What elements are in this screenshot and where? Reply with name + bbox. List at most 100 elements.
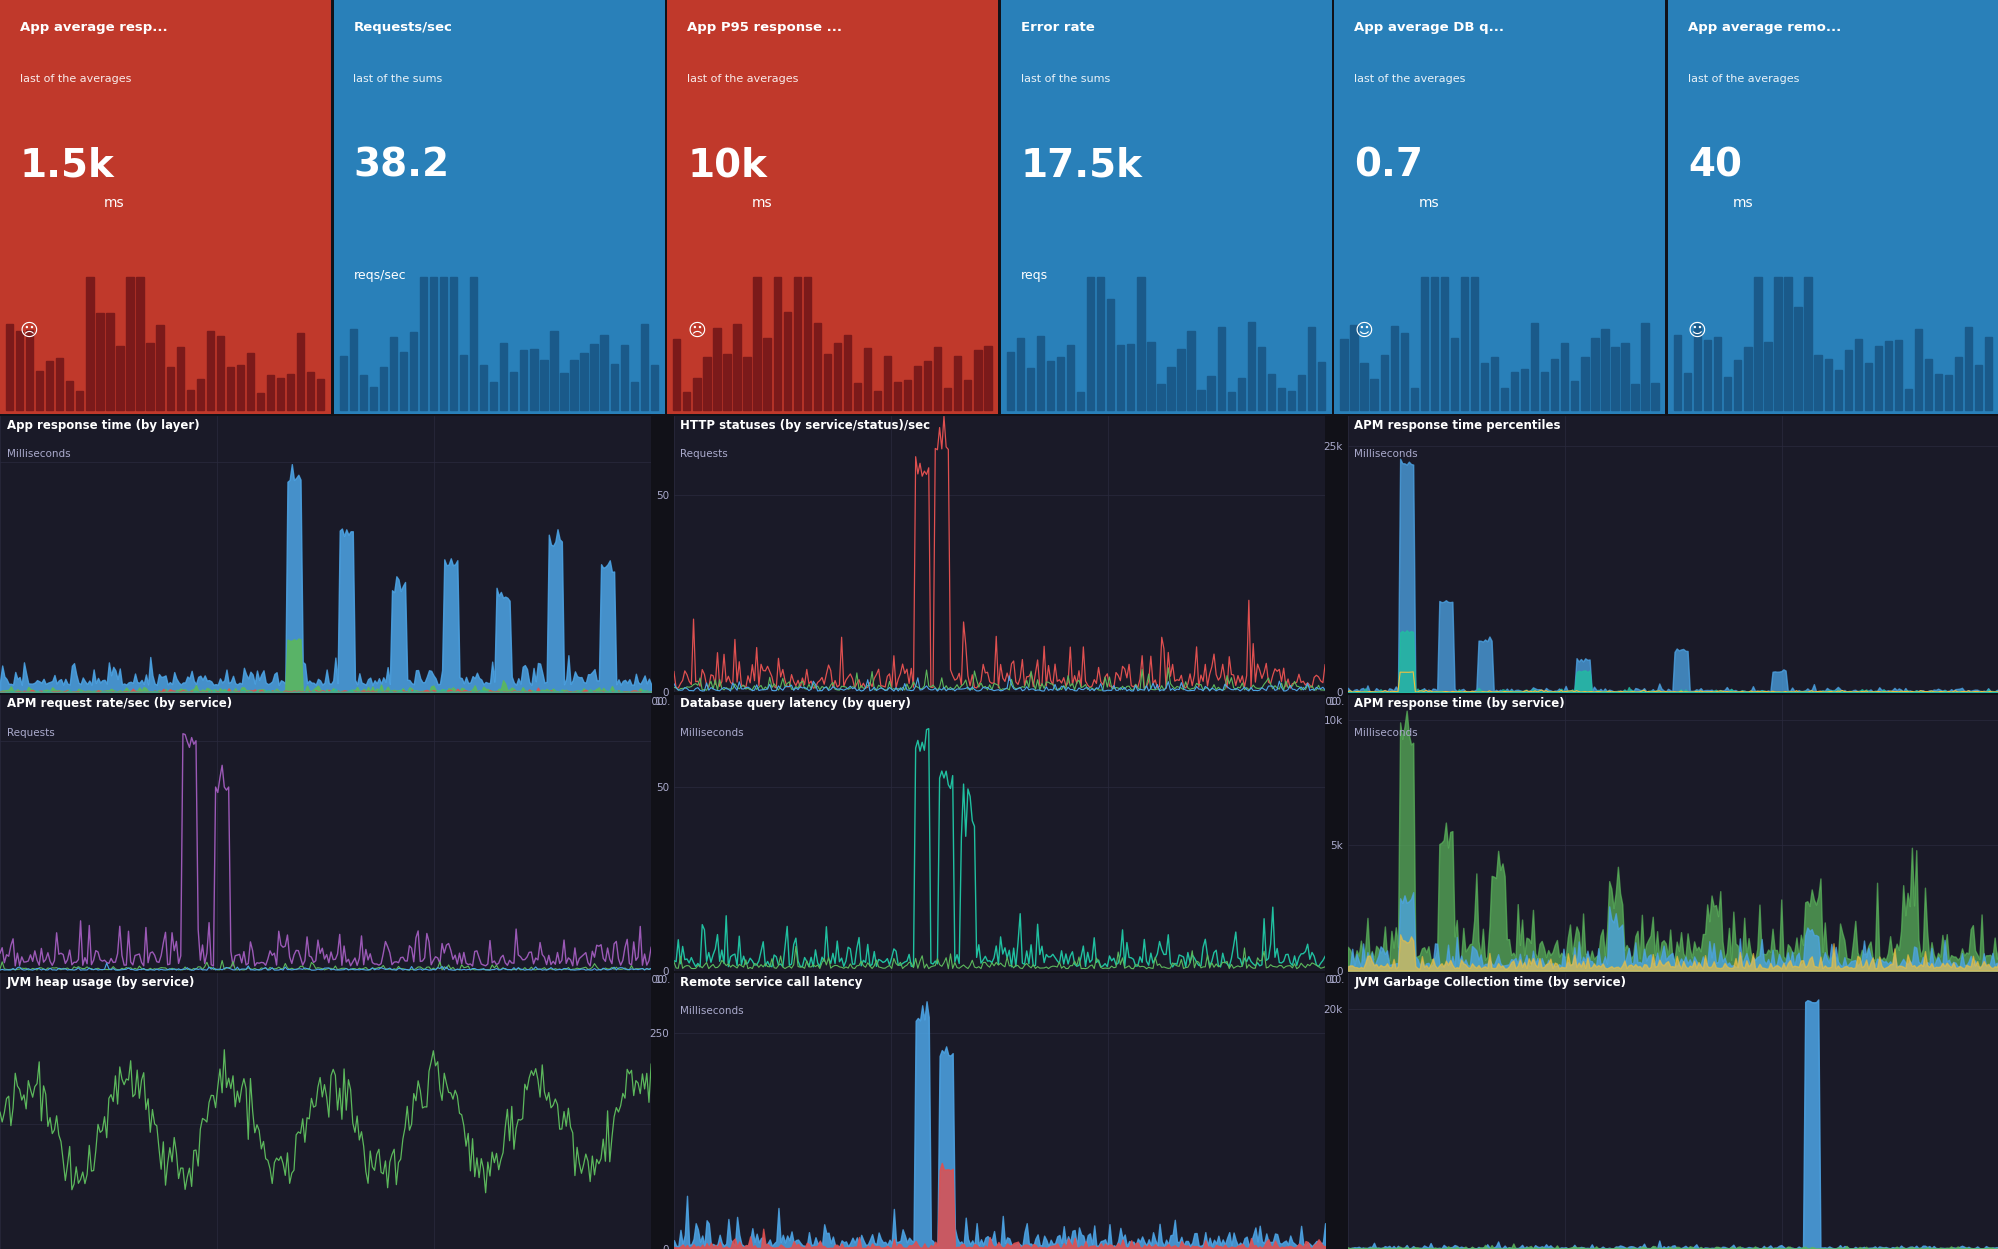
Bar	[1724, 377, 1730, 410]
Bar	[509, 372, 517, 410]
Bar	[1257, 347, 1265, 410]
Bar	[539, 360, 547, 410]
Bar	[1844, 350, 1850, 410]
Bar	[1037, 336, 1043, 410]
Bar	[1934, 373, 1942, 410]
Bar	[1421, 277, 1427, 410]
Bar	[1804, 277, 1810, 410]
Bar	[1077, 392, 1083, 410]
Bar	[723, 353, 729, 410]
Text: ms: ms	[104, 196, 124, 210]
Bar	[683, 392, 689, 410]
Text: Milliseconds: Milliseconds	[1355, 450, 1417, 460]
Bar	[1754, 277, 1760, 410]
Bar	[1744, 347, 1750, 410]
Bar	[420, 277, 428, 410]
Text: Remote service call latency: Remote service call latency	[679, 975, 863, 989]
Bar	[1500, 388, 1506, 410]
Bar	[1087, 277, 1093, 410]
Text: HTTP statuses (by service/status)/sec: HTTP statuses (by service/status)/sec	[679, 420, 931, 432]
Text: ms: ms	[1419, 196, 1439, 210]
Bar	[1471, 277, 1477, 410]
Text: APM request rate/sec (by service): APM request rate/sec (by service)	[6, 697, 232, 711]
Text: last of the sums: last of the sums	[1021, 75, 1109, 85]
Bar	[56, 358, 64, 410]
Bar	[943, 387, 951, 410]
Text: Milliseconds: Milliseconds	[1355, 728, 1417, 738]
Bar	[1682, 373, 1690, 410]
Bar	[1774, 277, 1780, 410]
Bar	[116, 346, 124, 410]
Bar	[1277, 388, 1285, 410]
Bar	[1894, 340, 1902, 410]
Bar	[983, 346, 991, 410]
Bar	[390, 337, 398, 410]
Bar	[1954, 357, 1962, 410]
Bar	[1550, 358, 1558, 410]
Bar	[1964, 327, 1972, 410]
Bar	[813, 323, 821, 410]
Bar	[1147, 342, 1155, 410]
Bar	[288, 375, 294, 410]
Bar	[1287, 391, 1295, 410]
Bar	[833, 342, 841, 410]
Bar	[1864, 362, 1870, 410]
Bar	[1914, 330, 1922, 410]
Bar	[1127, 345, 1135, 410]
Bar	[1067, 345, 1073, 410]
Bar	[823, 355, 831, 410]
Bar	[693, 378, 699, 410]
Bar	[1702, 340, 1710, 410]
Bar	[873, 391, 881, 410]
Bar	[1590, 338, 1598, 410]
Text: App average resp...: App average resp...	[20, 21, 168, 34]
Text: Milliseconds: Milliseconds	[679, 728, 743, 738]
Bar	[1187, 331, 1195, 410]
Bar	[16, 331, 24, 410]
Text: ms: ms	[751, 196, 771, 210]
Bar	[166, 367, 174, 410]
Bar	[1391, 326, 1397, 410]
Bar	[500, 343, 507, 410]
Bar	[1107, 299, 1113, 410]
Bar	[440, 277, 448, 410]
Bar	[360, 375, 368, 410]
Text: last of the averages: last of the averages	[1353, 75, 1465, 85]
Bar	[1381, 355, 1387, 410]
Text: Error rate: Error rate	[1021, 21, 1093, 34]
Bar	[903, 380, 911, 410]
Bar	[46, 361, 54, 410]
Bar	[136, 277, 144, 410]
Text: 17.5k: 17.5k	[1021, 146, 1143, 185]
Bar	[1197, 390, 1205, 410]
Bar	[410, 332, 418, 410]
Bar	[913, 366, 921, 410]
Bar	[1297, 375, 1305, 410]
Bar	[460, 355, 468, 410]
Bar	[1764, 342, 1770, 410]
Bar	[1371, 378, 1377, 410]
Bar	[196, 380, 204, 410]
Bar	[1540, 372, 1548, 410]
Bar	[1247, 322, 1255, 410]
Bar	[1784, 277, 1790, 410]
Bar	[1491, 357, 1497, 410]
Bar	[268, 375, 274, 410]
Text: APM response time (by service): APM response time (by service)	[1355, 697, 1564, 711]
Bar	[400, 352, 408, 410]
Text: JVM heap usage (by service): JVM heap usage (by service)	[6, 975, 194, 989]
Bar	[66, 381, 74, 410]
Bar	[853, 383, 861, 410]
Bar	[308, 372, 314, 410]
Bar	[529, 350, 537, 410]
Bar	[1117, 346, 1125, 410]
Bar	[370, 387, 378, 410]
Text: Requests/sec: Requests/sec	[354, 21, 452, 34]
Bar	[226, 367, 234, 410]
Bar	[1984, 337, 1992, 410]
Bar	[703, 357, 709, 410]
Bar	[278, 377, 284, 410]
Bar	[1630, 383, 1638, 410]
Bar	[1814, 355, 1820, 410]
Bar	[763, 338, 771, 410]
